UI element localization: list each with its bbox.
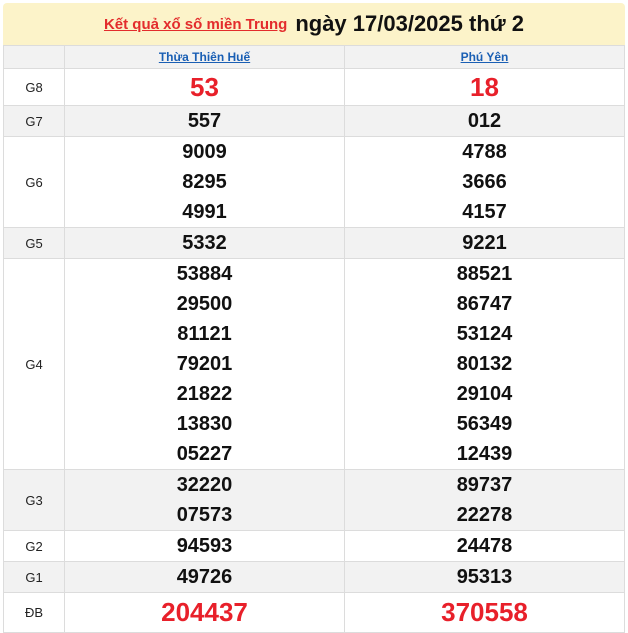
prize-number: 94593 <box>176 535 233 557</box>
province-link[interactable]: Phú Yên <box>460 50 509 64</box>
prize-row-g3: G3 32220 07573 89737 22278 <box>3 469 625 531</box>
prize-cell: 204437 <box>64 592 345 633</box>
prize-number: 56349 <box>456 413 513 435</box>
prize-number: 4157 <box>462 201 507 223</box>
prize-number: 79201 <box>176 353 233 375</box>
prize-row-g8: G8 53 18 <box>3 68 625 106</box>
prize-number: 49726 <box>176 566 233 588</box>
region-results-link[interactable]: Kết quả xổ số miền Trung <box>103 15 288 33</box>
prize-number: 80132 <box>456 353 513 375</box>
prize-label: G3 <box>3 469 65 531</box>
prize-cell: 9009 8295 4991 <box>64 136 345 228</box>
prize-number: 22278 <box>456 504 513 526</box>
prize-cell: 89737 22278 <box>344 469 625 531</box>
results-panel: Kết quả xổ số miền Trung ngày 17/03/2025… <box>3 3 625 633</box>
prize-label: G4 <box>3 258 65 470</box>
draw-date: ngày 17/03/2025 thứ 2 <box>295 11 525 36</box>
prize-cell: 53 <box>64 68 345 106</box>
prize-cell: 012 <box>344 105 625 137</box>
prize-number: 89737 <box>456 474 513 496</box>
prize-number: 07573 <box>176 504 233 526</box>
prize-number: 9009 <box>182 141 227 163</box>
prize-row-g2: G2 94593 24478 <box>3 530 625 562</box>
prize-cell: 95313 <box>344 561 625 593</box>
prize-row-g7: G7 557 012 <box>3 105 625 137</box>
prize-number: 4991 <box>182 201 227 223</box>
prize-number: 557 <box>187 110 222 132</box>
prize-cell: 370558 <box>344 592 625 633</box>
prize-number: 32220 <box>176 474 233 496</box>
prize-number: 29500 <box>176 293 233 315</box>
prize-label: G2 <box>3 530 65 562</box>
prize-number: 370558 <box>441 597 528 627</box>
prize-number: 88521 <box>456 263 513 285</box>
prize-cell: 53884 29500 81121 79201 21822 13830 05227 <box>64 258 345 470</box>
prize-row-g4: G4 53884 29500 81121 79201 21822 13830 05227 885… <box>3 258 625 470</box>
prize-number: 86747 <box>456 293 513 315</box>
prize-number: 8295 <box>182 171 227 193</box>
prize-number: 4788 <box>462 141 507 163</box>
prize-row-g1: G1 49726 95313 <box>3 561 625 593</box>
prize-cell: 49726 <box>64 561 345 593</box>
prize-number: 13830 <box>176 413 233 435</box>
prize-cell: 557 <box>64 105 345 137</box>
prize-row-special: ĐB 204437 370558 <box>3 592 625 633</box>
prize-number: 29104 <box>456 383 513 405</box>
prize-cell: 4788 3666 4157 <box>344 136 625 228</box>
prize-row-g5: G5 5332 9221 <box>3 227 625 259</box>
province-link[interactable]: Thừa Thiên Huế <box>158 50 251 64</box>
prize-number: 24478 <box>456 535 513 557</box>
prize-label: ĐB <box>3 592 65 633</box>
prize-cell: 18 <box>344 68 625 106</box>
prize-number: 12439 <box>456 443 513 465</box>
prize-number: 204437 <box>161 597 248 627</box>
prize-number: 012 <box>467 110 502 132</box>
prize-cell: 24478 <box>344 530 625 562</box>
prize-number: 53884 <box>176 263 233 285</box>
title-bar: Kết quả xổ số miền Trung ngày 17/03/2025… <box>3 3 625 45</box>
prize-number: 5332 <box>182 232 227 254</box>
prize-cell: 88521 86747 53124 80132 29104 56349 12439 <box>344 258 625 470</box>
prize-number: 18 <box>470 72 499 102</box>
prize-cell: 94593 <box>64 530 345 562</box>
prize-number: 9221 <box>462 232 507 254</box>
prize-cell: 32220 07573 <box>64 469 345 531</box>
prize-row-g6: G6 9009 8295 4991 4788 3666 4157 <box>3 136 625 228</box>
results-table: Thừa Thiên Huế Phú Yên G8 53 18 G7 557 012 G6 9… <box>3 45 625 633</box>
prize-number: 95313 <box>456 566 513 588</box>
prize-label: G5 <box>3 227 65 259</box>
province-header-row: Thừa Thiên Huế Phú Yên <box>3 45 625 69</box>
prize-label: G6 <box>3 136 65 228</box>
prize-number: 53 <box>190 72 219 102</box>
prize-number: 21822 <box>176 383 233 405</box>
prize-cell: 9221 <box>344 227 625 259</box>
prize-number: 3666 <box>462 171 507 193</box>
prize-number: 81121 <box>177 323 232 345</box>
prize-label: G8 <box>3 68 65 106</box>
prize-label: G7 <box>3 105 65 137</box>
prize-cell: 5332 <box>64 227 345 259</box>
prize-number: 53124 <box>456 323 513 345</box>
prize-number: 05227 <box>176 443 233 465</box>
prize-label: G1 <box>3 561 65 593</box>
